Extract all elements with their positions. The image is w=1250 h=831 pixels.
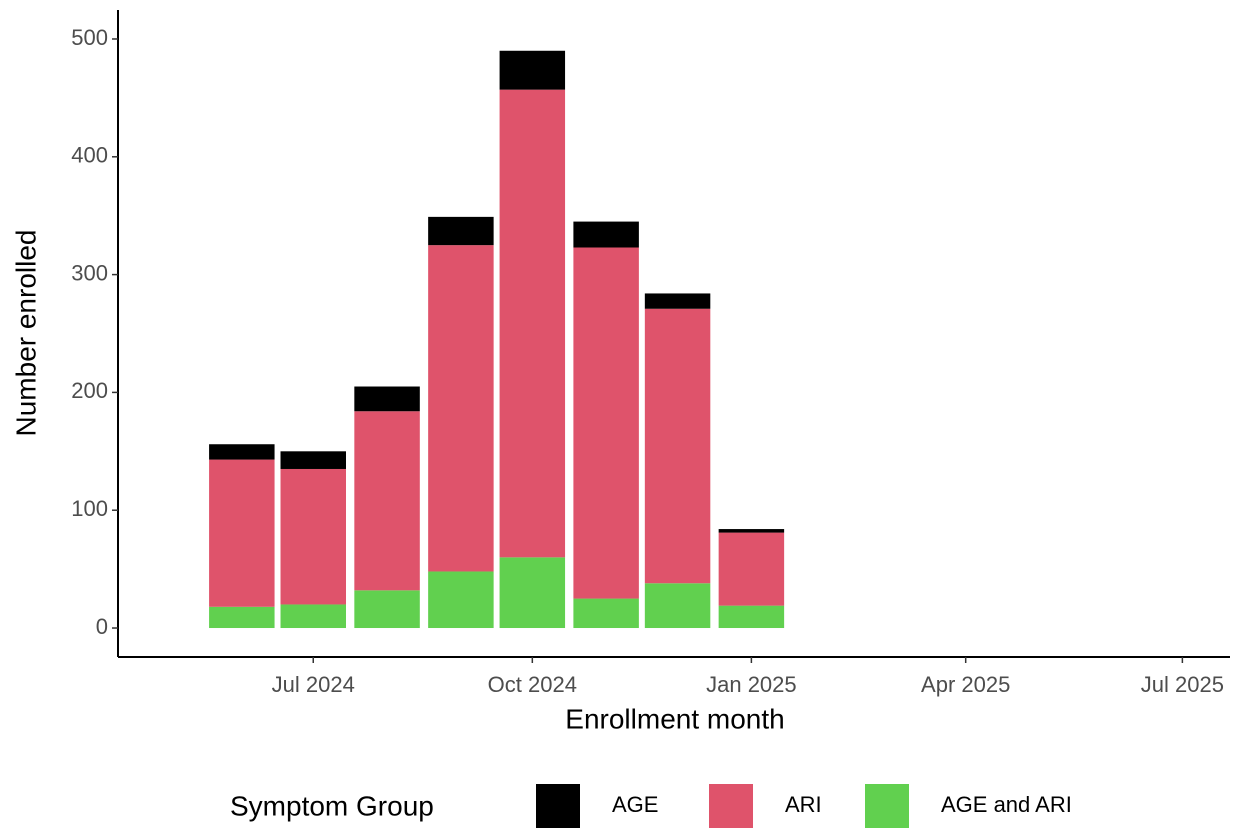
bar-segment [499, 50, 566, 90]
bar-segment [428, 216, 494, 246]
bar-segment [573, 221, 639, 248]
x-axis-title: Enrollment month [565, 703, 784, 734]
x-tick-label: Apr 2025 [921, 672, 1010, 697]
bar-segment [718, 605, 785, 629]
bar-segment [280, 451, 346, 469]
legend-label: ARI [785, 792, 822, 817]
x-tick-label: Oct 2024 [488, 672, 577, 697]
bar-segment [280, 468, 346, 605]
x-tick-label: Jul 2025 [1141, 672, 1224, 697]
bar-segment [354, 386, 420, 412]
bar-segment [209, 444, 275, 460]
bar-segment [354, 590, 420, 629]
bar-segment [354, 411, 420, 591]
legend-title: Symptom Group [230, 790, 434, 821]
bar-segment [499, 557, 566, 629]
bar-segment [718, 529, 785, 533]
bar-segment [280, 604, 346, 629]
bar-segment [573, 598, 639, 629]
legend-key [709, 784, 753, 828]
bar-segment [644, 583, 711, 629]
bar-segment [209, 459, 275, 607]
legend-label: AGE [612, 792, 658, 817]
bar-segment [428, 571, 494, 629]
y-tick-label: 100 [71, 496, 108, 521]
bar-segment [644, 308, 711, 584]
y-axis-title: Number enrolled [10, 230, 41, 437]
y-tick-label: 400 [71, 143, 108, 168]
bar-segment [644, 293, 711, 309]
legend-key [536, 784, 580, 828]
legend-key [865, 784, 909, 828]
y-tick-label: 0 [96, 614, 108, 639]
bar-segment [573, 247, 639, 599]
x-tick-label: Jul 2024 [272, 672, 355, 697]
y-tick-label: 500 [71, 25, 108, 50]
bar-segment [499, 89, 566, 558]
bar-segment [209, 606, 275, 629]
x-tick-label: Jan 2025 [706, 672, 797, 697]
y-tick-label: 300 [71, 260, 108, 285]
y-tick-label: 200 [71, 378, 108, 403]
legend-label: AGE and ARI [941, 792, 1072, 817]
bar-segment [428, 245, 494, 572]
bar-segment [718, 532, 785, 606]
